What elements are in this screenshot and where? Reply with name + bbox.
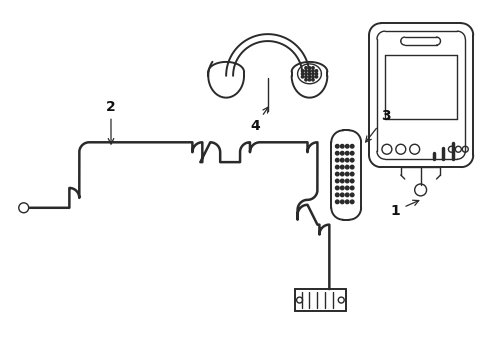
Circle shape <box>307 76 310 78</box>
Circle shape <box>307 67 310 69</box>
Circle shape <box>345 152 348 155</box>
Circle shape <box>345 186 348 190</box>
Circle shape <box>350 165 353 169</box>
Circle shape <box>340 179 344 183</box>
Circle shape <box>340 144 344 148</box>
Circle shape <box>307 78 310 81</box>
Circle shape <box>340 152 344 155</box>
Circle shape <box>315 69 317 72</box>
Circle shape <box>335 152 338 155</box>
Text: 1: 1 <box>390 200 418 218</box>
Circle shape <box>345 144 348 148</box>
Circle shape <box>350 144 353 148</box>
Circle shape <box>350 186 353 190</box>
Circle shape <box>304 78 306 81</box>
Circle shape <box>304 69 306 72</box>
Circle shape <box>340 172 344 176</box>
Circle shape <box>340 165 344 169</box>
Circle shape <box>350 193 353 197</box>
Circle shape <box>311 73 313 75</box>
Circle shape <box>350 200 353 204</box>
Circle shape <box>301 73 303 75</box>
Circle shape <box>350 172 353 176</box>
Circle shape <box>345 200 348 204</box>
Circle shape <box>345 179 348 183</box>
Circle shape <box>307 73 310 75</box>
Circle shape <box>307 69 310 72</box>
Circle shape <box>340 158 344 162</box>
Circle shape <box>350 152 353 155</box>
Circle shape <box>335 165 338 169</box>
Circle shape <box>304 73 306 75</box>
Text: 2: 2 <box>106 100 116 144</box>
Circle shape <box>311 69 313 72</box>
Circle shape <box>301 76 303 78</box>
Circle shape <box>335 144 338 148</box>
Circle shape <box>335 186 338 190</box>
Circle shape <box>335 158 338 162</box>
Circle shape <box>340 186 344 190</box>
Circle shape <box>345 172 348 176</box>
Circle shape <box>304 67 306 69</box>
Circle shape <box>311 76 313 78</box>
Circle shape <box>345 193 348 197</box>
Circle shape <box>301 69 303 72</box>
Circle shape <box>345 165 348 169</box>
Circle shape <box>335 172 338 176</box>
Text: 4: 4 <box>249 107 268 134</box>
Circle shape <box>304 76 306 78</box>
Circle shape <box>340 193 344 197</box>
Circle shape <box>311 67 313 69</box>
Circle shape <box>335 193 338 197</box>
Circle shape <box>311 78 313 81</box>
Circle shape <box>345 158 348 162</box>
Circle shape <box>315 73 317 75</box>
Circle shape <box>315 76 317 78</box>
Text: 3: 3 <box>365 109 390 142</box>
Circle shape <box>340 200 344 204</box>
Circle shape <box>350 158 353 162</box>
Circle shape <box>335 179 338 183</box>
Circle shape <box>335 200 338 204</box>
Circle shape <box>350 179 353 183</box>
